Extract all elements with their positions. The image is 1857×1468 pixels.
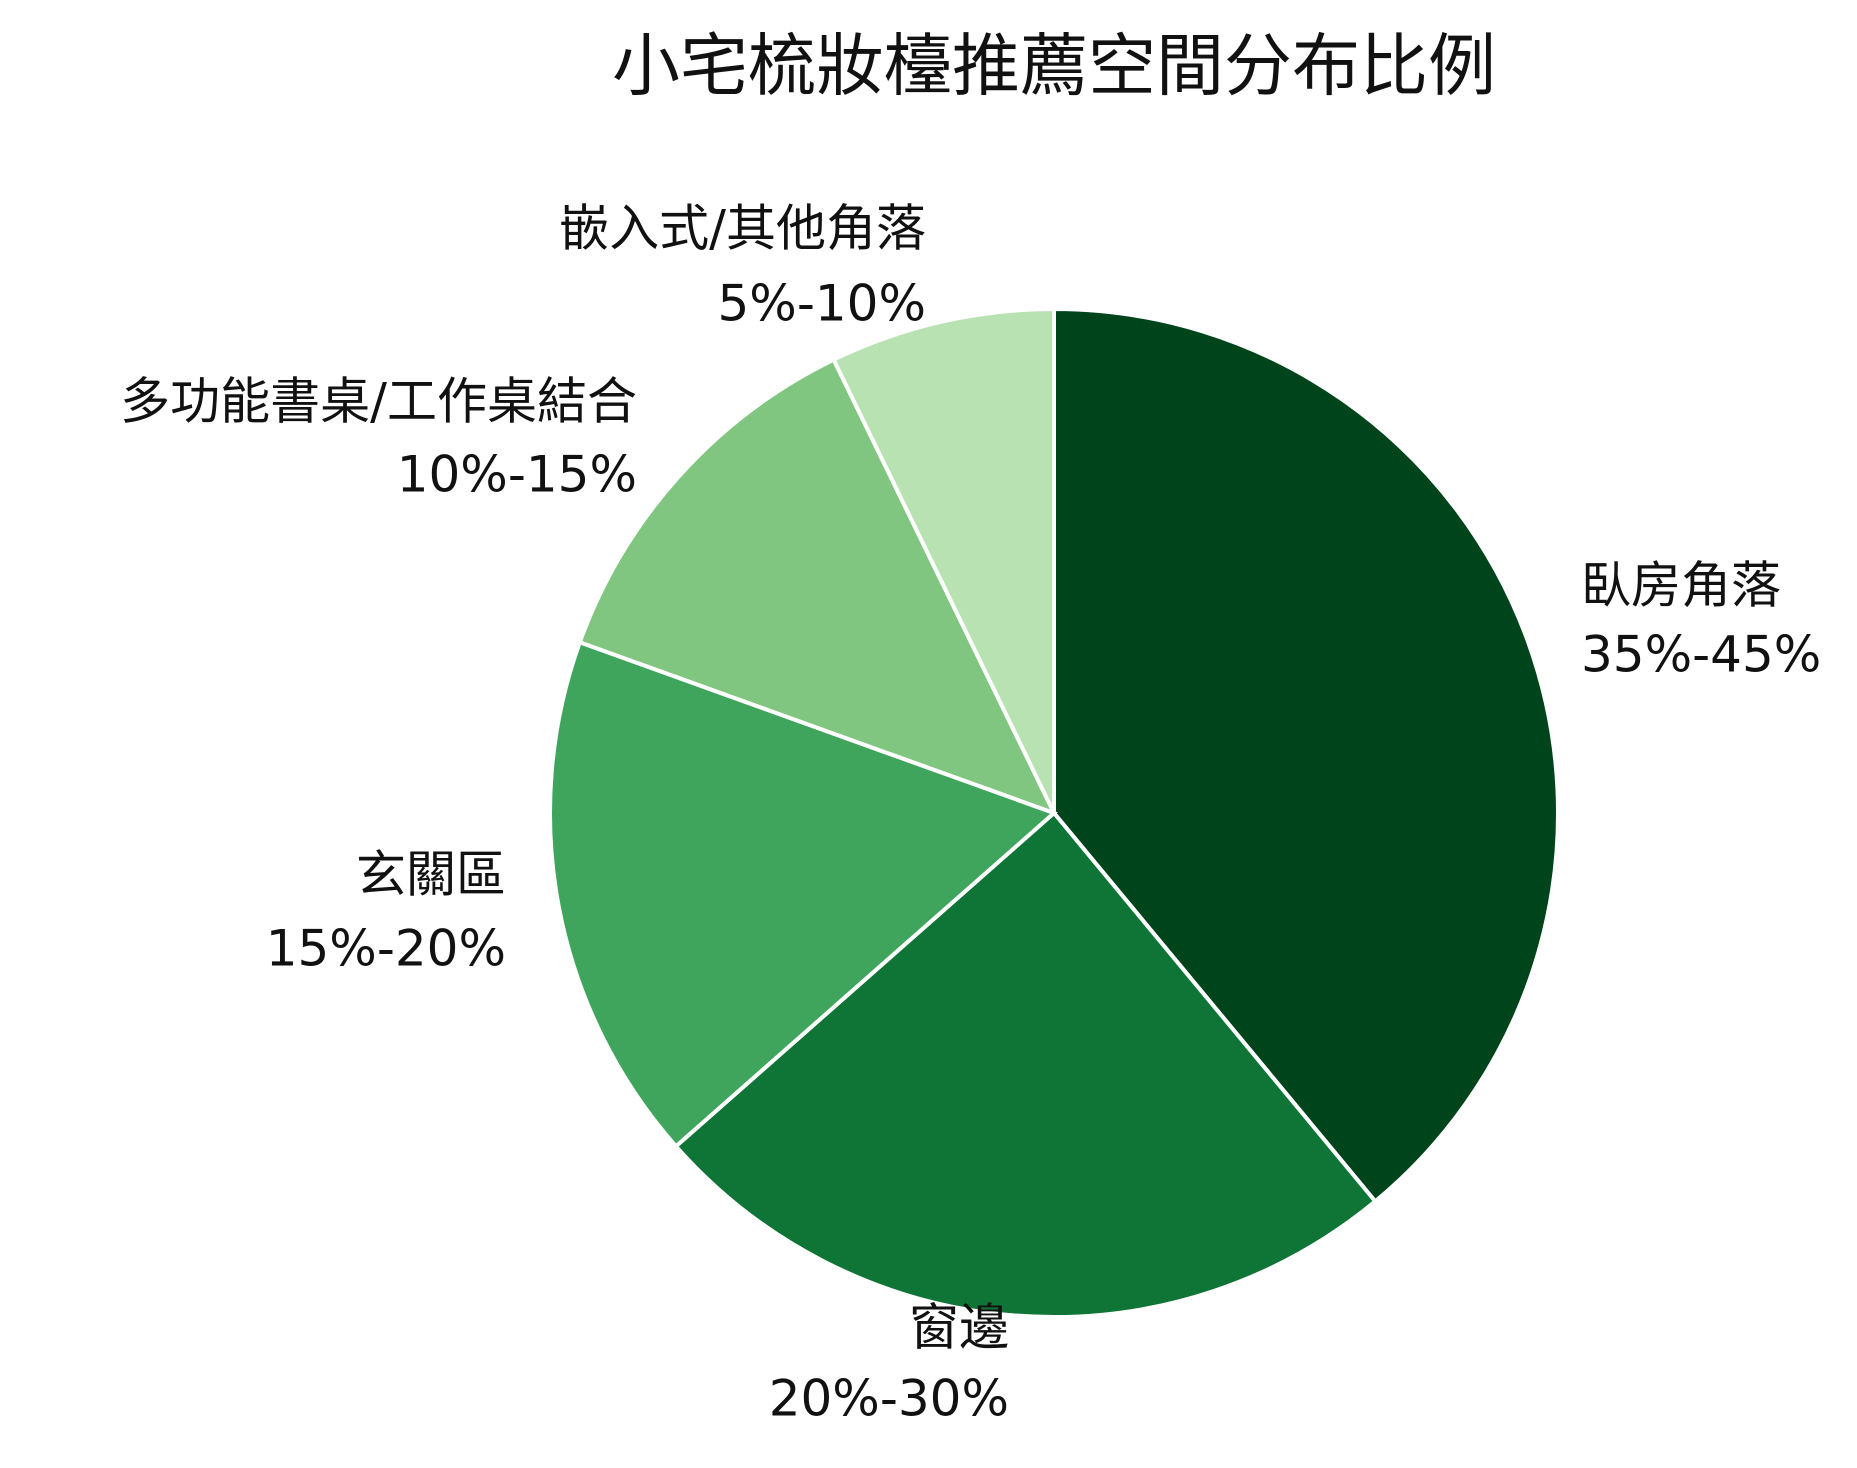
slice-label: 臥房角落 xyxy=(1581,557,1781,615)
slice-label: 嵌入式/其他角落 xyxy=(559,200,926,258)
pie-slice xyxy=(577,357,1058,817)
slice-value-label: 35%-45% xyxy=(1581,626,1821,684)
pie-slice xyxy=(673,810,1379,1319)
pie-slice xyxy=(1052,306,1560,1205)
slice-value-label: 10%-15% xyxy=(397,446,637,504)
slice-label: 多功能書桌/工作桌結合 xyxy=(120,373,637,431)
slice-label: 玄關區 xyxy=(356,846,506,904)
slice-value-label: 15%-20% xyxy=(266,920,506,978)
pie-slice xyxy=(831,306,1056,814)
chart-title: 小宅梳妝檯推薦空間分布比例 xyxy=(612,28,1496,107)
slice-value-label: 5%-10% xyxy=(718,275,927,333)
slice-value-label: 20%-30% xyxy=(769,1370,1009,1428)
slice-label: 窗邊 xyxy=(909,1299,1009,1357)
